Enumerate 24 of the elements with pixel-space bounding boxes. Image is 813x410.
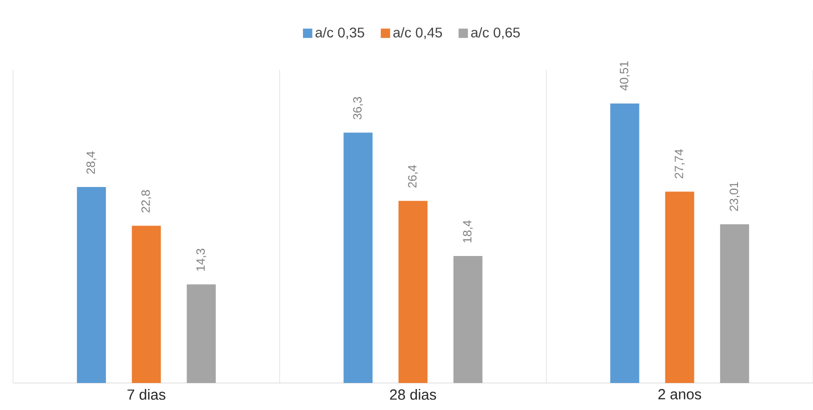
data-label: 14,3 — [196, 248, 206, 271]
bar — [186, 284, 216, 383]
data-label: 27,74 — [674, 149, 685, 178]
data-label: 23,01 — [730, 182, 740, 211]
legend-label: a/c 0,35 — [316, 27, 364, 40]
bar — [610, 104, 640, 383]
data-label: 18,4 — [462, 220, 473, 242]
x-tick-label: 7 dias — [128, 389, 166, 400]
bar — [344, 132, 373, 383]
bar — [76, 187, 106, 383]
data-label: 26,4 — [408, 165, 418, 188]
data-label: 40,51 — [620, 61, 630, 91]
legend-label: a/c 0,65 — [471, 27, 520, 40]
bar — [720, 224, 750, 383]
data-label: 22,8 — [141, 190, 152, 212]
x-tick-label: 28 dias — [390, 389, 436, 400]
bar — [132, 226, 161, 383]
legend-label: a/c 0,45 — [393, 27, 442, 40]
x-tick-label: 2 anos — [658, 389, 702, 400]
data-label: 28,4 — [86, 151, 96, 174]
bar — [453, 256, 482, 383]
bar — [398, 200, 428, 383]
bar — [665, 192, 694, 383]
data-label: 36,3 — [353, 97, 364, 120]
